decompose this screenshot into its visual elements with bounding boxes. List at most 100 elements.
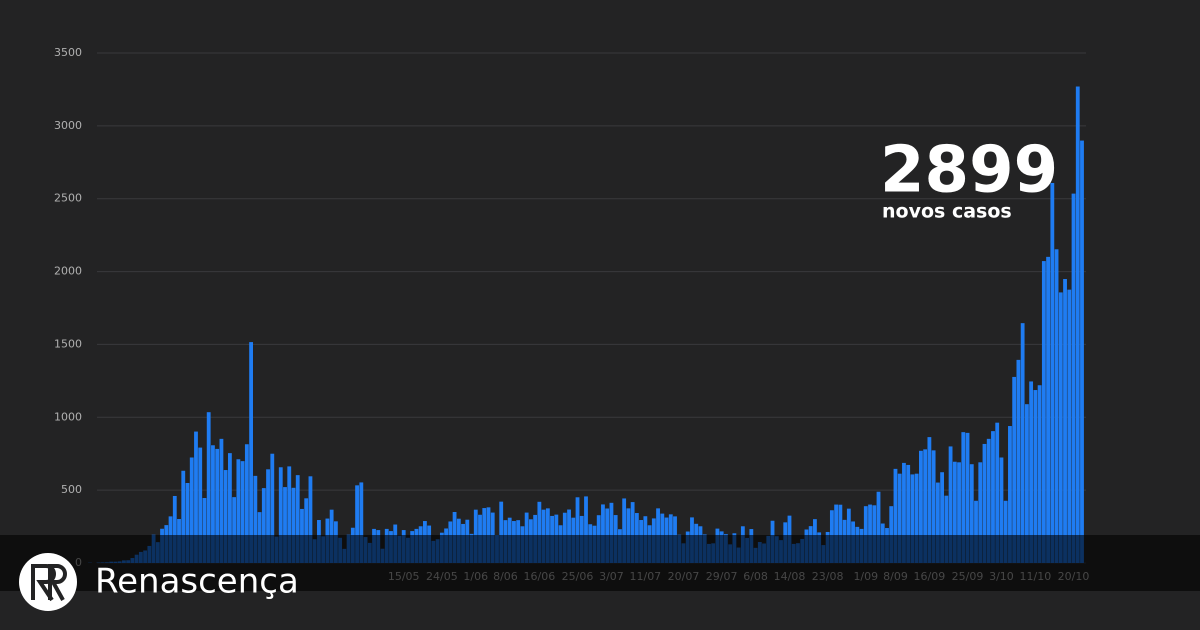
bar [944,495,949,563]
y-tick-label: 2500 [54,192,82,205]
bar [185,483,190,563]
bar [266,469,270,563]
bar [1080,140,1084,563]
bar [969,464,974,563]
bar [1071,193,1076,563]
bar [355,485,359,563]
y-tick-label: 1000 [54,410,82,423]
bar [219,438,224,563]
bar [223,470,228,563]
bar [359,482,364,563]
bar [287,466,292,563]
bar [295,475,300,563]
bar [1016,359,1021,563]
bar [834,504,839,563]
bar [923,449,928,563]
bar [283,487,287,563]
y-tick-label: 2000 [54,265,82,278]
bar [952,461,957,563]
bar [897,473,902,563]
bar [948,446,953,563]
bar [270,453,275,563]
brand-logo [19,553,77,611]
bar [872,505,877,563]
bar [893,468,898,563]
annotation-text: novos casos [882,201,1012,223]
bar [961,432,966,563]
bar [249,342,254,563]
bar [253,475,258,563]
bar [308,476,313,563]
bar [206,412,211,563]
bar [868,504,872,563]
bar [838,504,843,563]
bar [927,437,932,563]
bar [986,438,991,563]
bar [227,453,232,563]
bar [1041,261,1046,563]
y-tick-label: 1500 [54,337,82,350]
bar [995,422,1000,563]
brand-name: Renascença [95,562,299,602]
bar [1024,404,1029,563]
bar [172,495,177,563]
bar [889,506,894,563]
bar [957,462,961,563]
bar [211,445,215,563]
bar [189,457,194,563]
bar [1033,390,1038,563]
brand-banner [0,535,1200,591]
bar [1063,279,1067,563]
bar [261,488,266,563]
bar [601,504,605,563]
bar [232,497,237,563]
bar [622,498,627,563]
bar [982,443,987,563]
bar [999,457,1004,563]
bar [194,431,198,563]
bar [991,431,995,563]
bar [876,491,881,563]
bar [1008,426,1012,563]
bar [931,450,936,563]
bar [202,498,207,563]
bar [291,487,296,563]
bar [1020,323,1025,563]
bar [198,447,203,563]
bar [575,497,580,563]
bar [304,498,309,563]
annotation-value: 2899 [880,134,1058,208]
bar [244,444,249,563]
bar [215,448,220,563]
bar [1037,385,1042,563]
bar [1050,182,1055,563]
bar [1012,376,1017,563]
bar [1029,381,1034,563]
bar [974,500,978,563]
bar [240,461,245,563]
bar [1003,500,1008,563]
y-tick-label: 500 [61,483,82,496]
bar [181,470,186,563]
bar [537,501,542,563]
bar [965,432,970,563]
bar [1058,292,1063,563]
bar [236,459,241,563]
bar [1067,289,1072,563]
bar [584,496,588,563]
bar [914,473,919,563]
bar [1046,256,1050,563]
bar [278,467,283,563]
bar [630,502,635,563]
bar [935,482,940,563]
bar [906,464,911,563]
bar [499,501,504,563]
y-tick-label: 3500 [54,46,82,59]
bar [940,472,945,563]
bar [1054,249,1059,563]
bar [918,450,923,563]
bar [863,506,868,563]
bar [978,462,983,563]
